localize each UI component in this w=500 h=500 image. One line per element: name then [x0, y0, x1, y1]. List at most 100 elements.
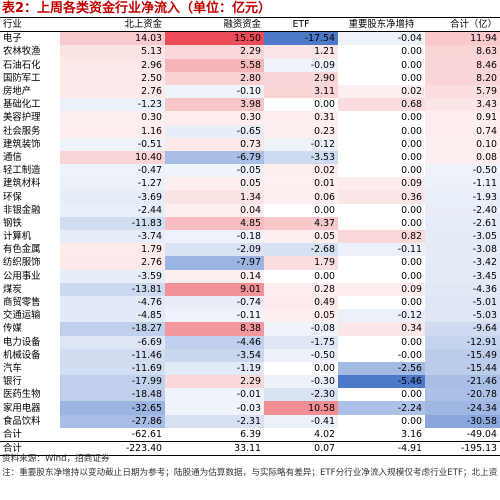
cell-industry: 汽车: [3, 362, 22, 374]
cell-total: -15.49: [425, 348, 500, 362]
cell-etf: 2.90: [264, 71, 338, 85]
cell-industry: 石油石化: [3, 59, 41, 71]
cell-total: -15.44: [425, 361, 500, 376]
table-row: 交通运输 -4.85 -0.11 0.05 -0.12 -5.03: [0, 309, 500, 323]
cell-etf: 0.31: [264, 111, 338, 125]
table-row: 环保 -3.69 1.34 0.06 0.36 -1.93: [0, 190, 500, 204]
cell-etf: 0.49: [264, 295, 338, 310]
table-row: 公用事业 -3.59 0.14 0.00 0.00 -3.45: [0, 269, 500, 283]
cell-margin: 15.50: [165, 31, 264, 46]
header-total: 合计（亿）: [425, 16, 500, 33]
cell-northbound: -3.74: [60, 230, 165, 244]
table-row: 机械设备 -11.46 -3.54 -0.50 -0.00 -15.49: [0, 348, 500, 362]
cell-total: 0.08: [425, 150, 500, 165]
cell-northbound: -223.40: [60, 440, 165, 457]
cell-total: -3.08: [425, 243, 500, 257]
cell-shareholder: 0.00: [401, 138, 422, 150]
cell-total: -5.03: [425, 309, 500, 323]
cell-northbound: -11.46: [60, 348, 165, 362]
cell-total: -9.64: [425, 322, 500, 336]
table-row: 国防军工 2.50 2.80 2.90 0.00 8.20: [0, 71, 500, 85]
cell-industry: 纺织服饰: [3, 257, 41, 269]
cell-etf: 0.07: [264, 440, 338, 457]
cell-total: 8.46: [425, 58, 500, 72]
cell-shareholder: 0.34: [338, 322, 425, 336]
cell-northbound: -18.27: [60, 322, 165, 336]
table-row: 房地产 2.76 -0.10 3.11 0.02 5.79: [0, 84, 500, 99]
cell-etf: 4.02: [314, 428, 335, 440]
cell-shareholder: -0.00: [397, 349, 422, 361]
cell-margin: -0.18: [165, 230, 264, 244]
cell-northbound: -0.51: [60, 137, 165, 151]
cell-industry: 钢铁: [3, 217, 22, 229]
cell-total: 3.43: [425, 98, 500, 112]
cell-margin: -0.01: [165, 388, 264, 402]
cell-industry: 煤炭: [3, 283, 22, 295]
header-etf: ETF: [264, 16, 338, 33]
table-row: 食品饮料 -27.86 -2.31 -0.41 0.00 -30.58: [0, 414, 500, 428]
table-row: 计算机 -3.74 -0.18 0.05 0.82 -3.05: [0, 230, 500, 244]
cell-industry: 社会服务: [3, 125, 41, 137]
table-row: 非银金融 -2.44 0.04 0.00 0.00 -2.40: [0, 203, 500, 217]
cell-margin: -7.97: [165, 256, 264, 270]
cell-shareholder: 0.00: [401, 59, 422, 71]
cell-shareholder: 3.16: [401, 428, 422, 440]
footnotes: 资料来源：Wind，招商证券 注：重要股东净增持以变动截止日期为参考；陆股通为估…: [2, 452, 498, 480]
table-row: 电子 14.03 15.50 -17.54 -0.04 11.94: [0, 31, 500, 46]
cell-margin: 0.73: [165, 137, 264, 151]
cell-margin: 5.58: [165, 58, 264, 72]
cell-total: -5.01: [425, 295, 500, 310]
cell-industry: 建筑材料: [3, 178, 41, 190]
cell-northbound: -6.69: [60, 335, 165, 349]
table-row: 通信 10.40 -6.79 -3.53 0.00 0.08: [0, 150, 500, 165]
cell-margin: 3.98: [165, 98, 264, 112]
cell-shareholder: 0.00: [401, 389, 422, 401]
cell-etf: 0.23: [264, 124, 338, 138]
cell-margin: 33.11: [165, 440, 264, 457]
cell-northbound: 2.76: [60, 84, 165, 99]
cell-total: -30.58: [425, 414, 500, 428]
cell-shareholder: 0.00: [401, 257, 422, 269]
cell-margin: -2.31: [165, 414, 264, 428]
cell-industry: 轻工制造: [3, 165, 41, 177]
cell-etf: -0.50: [264, 348, 338, 362]
header-northbound: 北上资金: [60, 16, 165, 33]
cell-industry: 美容护理: [3, 112, 41, 124]
cell-margin: -0.65: [165, 124, 264, 138]
cell-total: -1.93: [425, 190, 500, 204]
table-row: 商贸零售 -4.76 -0.74 0.49 0.00 -5.01: [0, 295, 500, 310]
cell-etf: -1.75: [264, 335, 338, 349]
cell-margin: -0.10: [165, 84, 264, 99]
cell-shareholder: -0.11: [338, 243, 425, 257]
cell-shareholder: 0.00: [401, 125, 422, 137]
cell-shareholder: 0.82: [338, 230, 425, 244]
cell-etf: 0.05: [264, 230, 338, 244]
cell-etf: 0.00: [314, 204, 335, 216]
cell-margin: -3.54: [165, 348, 264, 362]
cell-industry: 房地产: [3, 86, 32, 98]
cell-total: -2.61: [425, 216, 500, 230]
cell-margin: 0.30: [165, 111, 264, 125]
cell-total: 0.10: [425, 137, 500, 151]
cell-shareholder: 0.00: [401, 415, 422, 427]
cell-industry: 家用电器: [3, 402, 41, 414]
cell-industry: 传媒: [3, 323, 22, 335]
table-row: 石油石化 2.96 5.58 -0.09 0.00 8.46: [0, 58, 500, 72]
cell-shareholder: -2.56: [338, 361, 425, 376]
cell-total: -21.46: [425, 375, 500, 389]
cell-etf: 0.00: [314, 270, 335, 282]
cell-etf: 1.79: [264, 256, 338, 270]
cell-total: -4.36: [425, 282, 500, 296]
cell-northbound: 2.50: [60, 71, 165, 85]
cell-shareholder: 0.00: [401, 72, 422, 84]
cell-total: 0.91: [425, 111, 500, 125]
cell-total: 5.79: [425, 84, 500, 99]
table-row: 煤炭 -13.81 9.01 0.28 0.09 -4.36: [0, 282, 500, 296]
cell-etf: 0.00: [314, 99, 335, 111]
cell-margin: -1.19: [165, 361, 264, 376]
cell-margin: 6.39: [240, 428, 261, 440]
cell-shareholder: -2.24: [338, 401, 425, 415]
cell-industry: 基础化工: [3, 99, 41, 111]
cell-industry: 合计: [3, 428, 22, 440]
table-row: 汽车 -11.69 -1.19 0.00 -2.56 -15.44: [0, 361, 500, 376]
